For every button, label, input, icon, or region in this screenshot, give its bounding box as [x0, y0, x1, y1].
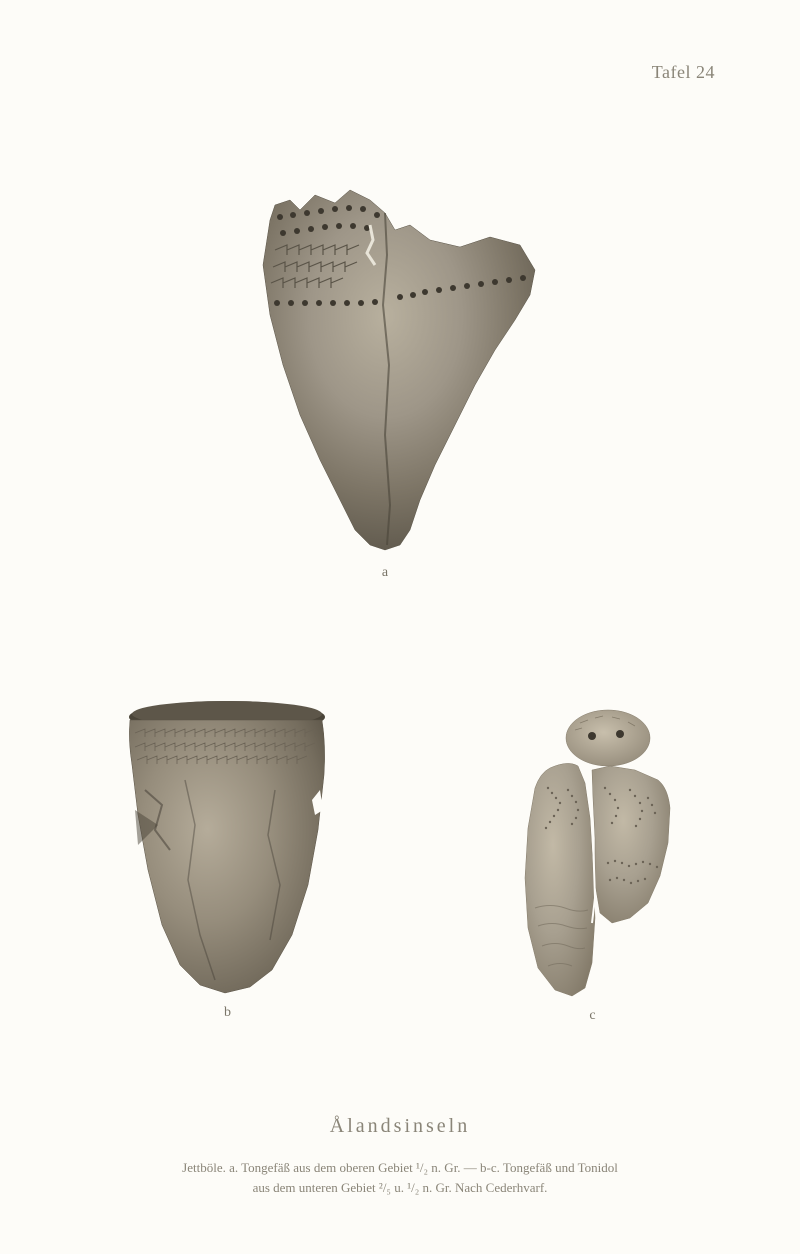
pottery-vessel-a: [215, 175, 555, 555]
pottery-vessel-b: [120, 695, 335, 995]
plate-caption: Jettböle. a. Tongefäß aus dem oberen Geb…: [0, 1158, 800, 1197]
caption-section: Ålandsinseln Jettböle. a. Tongefäß aus d…: [0, 1115, 800, 1197]
figure-c-container: c: [500, 708, 685, 1028]
figure-a-container: a: [215, 175, 555, 575]
figure-b-container: b: [110, 695, 345, 1025]
caption-line-2: aus dem unteren Gebiet ²/₅ u. ¹/₂ n. Gr.…: [70, 1178, 730, 1198]
caption-line-1: Jettböle. a. Tongefäß aus dem oberen Geb…: [70, 1158, 730, 1178]
figure-a-label: a: [215, 565, 555, 581]
figure-c-label: c: [500, 1008, 685, 1024]
plate-number: Tafel 24: [652, 62, 715, 83]
plate-title: Ålandsinseln: [0, 1115, 800, 1138]
figure-b-label: b: [110, 1005, 345, 1021]
clay-idol-c: [500, 708, 685, 998]
